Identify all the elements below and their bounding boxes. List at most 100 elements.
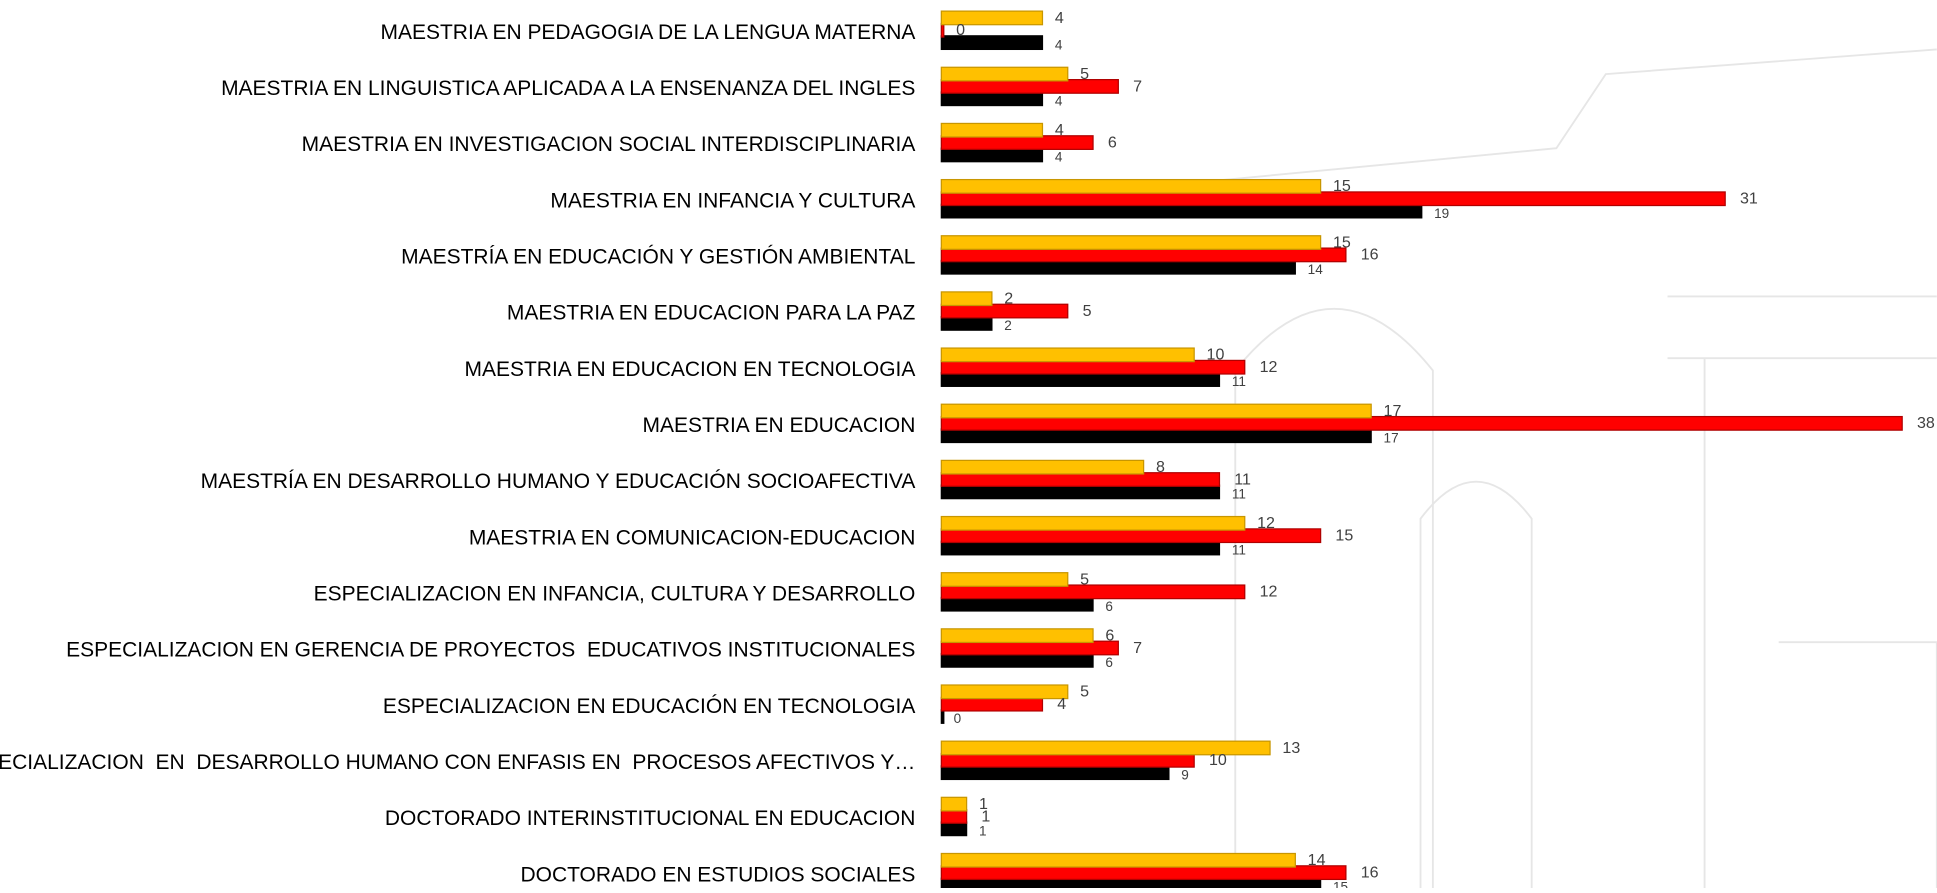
bar: [940, 135, 1094, 150]
value-label: 38: [1917, 414, 1935, 432]
value-label: 17: [1384, 402, 1402, 420]
bar: [940, 247, 1347, 263]
bar: [940, 10, 1044, 26]
bar: [940, 652, 1094, 668]
bar: [940, 752, 1195, 768]
value-label: 6: [1105, 626, 1114, 644]
value-label: 5: [1080, 683, 1089, 701]
category-label: MAESTRIA EN COMUNICACION-EDUCACION: [469, 526, 916, 549]
category-label: MAESTRIA EN LINGUISTICA APLICADA A LA EN…: [221, 77, 915, 100]
value-label: 11: [1232, 543, 1246, 558]
category-label: ESPECIALIZACION EN EDUCACIÓN EN TECNOLOG…: [383, 695, 916, 718]
category-label: ESPECIALIZACION EN GERENCIA DE PROYECTOS…: [66, 639, 915, 662]
bar: [940, 684, 1069, 700]
value-label: 4: [1057, 695, 1066, 713]
category-label: MAESTRÍA EN DESARROLLO HUMANO Y EDUCACIÓ…: [201, 470, 916, 493]
value-label: 12: [1260, 583, 1278, 601]
value-label: 5: [1083, 302, 1092, 320]
bar: [940, 403, 1372, 419]
value-label: 16: [1361, 246, 1379, 264]
value-label: 6: [1105, 655, 1113, 670]
bar: [940, 540, 1221, 556]
value-label: 1: [979, 823, 987, 838]
bar: [940, 259, 1296, 275]
category-label: MAESTRIA EN PEDAGOGIA DE LA LENGUA MATER…: [381, 21, 916, 44]
bar: [940, 709, 945, 724]
bar: [940, 291, 993, 307]
value-label: 19: [1434, 206, 1449, 221]
bar: [940, 122, 1044, 138]
bar: [940, 596, 1094, 612]
category-label: DOCTORADO INTERINSTITUCIONAL EN EDUCACIO…: [385, 807, 915, 830]
bar: [940, 91, 1044, 107]
value-label: 11: [1232, 374, 1246, 389]
value-label: 7: [1133, 639, 1142, 657]
category-label: MAESTRIA EN INFANCIA Y CULTURA: [550, 189, 915, 212]
value-label: 9: [1181, 767, 1189, 782]
value-label: 7: [1133, 77, 1142, 95]
category-label: ESPECIALIZACION EN DESARROLLO HUMANO CON…: [0, 751, 915, 774]
value-label: 17: [1384, 430, 1399, 445]
value-label: 4: [1055, 150, 1063, 165]
value-label: 12: [1257, 514, 1275, 532]
category-label: MAESTRIA EN EDUCACION PARA LA PAZ: [507, 302, 916, 325]
value-label: 10: [1207, 346, 1225, 364]
value-label: 15: [1333, 177, 1351, 195]
bar: [940, 809, 968, 824]
value-label: 10: [1209, 751, 1227, 769]
value-label: 14: [1308, 262, 1324, 277]
bar: [940, 515, 1246, 531]
bar: [940, 203, 1423, 219]
value-label: 2: [1004, 318, 1012, 333]
value-label: 4: [1055, 9, 1064, 27]
value-label: 14: [1308, 851, 1326, 869]
category-label: MAESTRÍA EN EDUCACIÓN Y GESTIÓN AMBIENTA…: [401, 246, 915, 269]
background-drawing: [1037, 48, 1937, 888]
bar: [940, 696, 1044, 712]
category-label: MAESTRIA EN EDUCACION: [643, 414, 916, 437]
bar: [940, 415, 1903, 431]
bar: [940, 178, 1322, 194]
value-label: 31: [1740, 190, 1758, 208]
bar: [940, 740, 1271, 756]
bar: [940, 640, 1119, 656]
value-label: 16: [1361, 863, 1379, 881]
bar: [940, 147, 1044, 163]
bar: [940, 79, 1119, 94]
value-label: 15: [1333, 880, 1348, 888]
value-label: 15: [1333, 233, 1351, 251]
bar: [940, 303, 1069, 319]
value-label: 2: [1004, 290, 1013, 308]
value-label: 1: [981, 807, 990, 825]
bar: [940, 821, 968, 837]
value-label: 5: [1080, 570, 1089, 588]
bar: [940, 66, 1069, 82]
value-label: 4: [1055, 93, 1063, 108]
value-label: 15: [1335, 527, 1353, 545]
value-label: 1: [979, 795, 988, 813]
value-label: 13: [1282, 739, 1300, 757]
value-label: 11: [1234, 470, 1251, 488]
bar: [940, 472, 1221, 487]
value-label: 8: [1156, 458, 1165, 476]
category-label: MAESTRIA EN EDUCACION EN TECNOLOGIA: [465, 358, 916, 381]
value-label: 12: [1260, 358, 1278, 376]
value-label: 5: [1080, 65, 1089, 83]
bar: [940, 347, 1195, 363]
value-label: 4: [1055, 37, 1063, 52]
bar: [940, 852, 1296, 868]
bar: [940, 35, 1044, 51]
value-label: 6: [1105, 599, 1113, 614]
value-label: 11: [1232, 487, 1246, 502]
bar: [940, 372, 1221, 387]
bar: [940, 865, 1347, 881]
bar: [940, 235, 1322, 250]
bar: [940, 359, 1246, 375]
bar: [940, 22, 945, 38]
bar: [940, 459, 1145, 475]
category-label: ESPECIALIZACION EN INFANCIA, CULTURA Y D…: [314, 582, 916, 605]
bar: [940, 484, 1221, 500]
category-label: MAESTRIA EN INVESTIGACION SOCIAL INTERDI…: [302, 133, 916, 156]
value-label: 6: [1108, 133, 1117, 151]
